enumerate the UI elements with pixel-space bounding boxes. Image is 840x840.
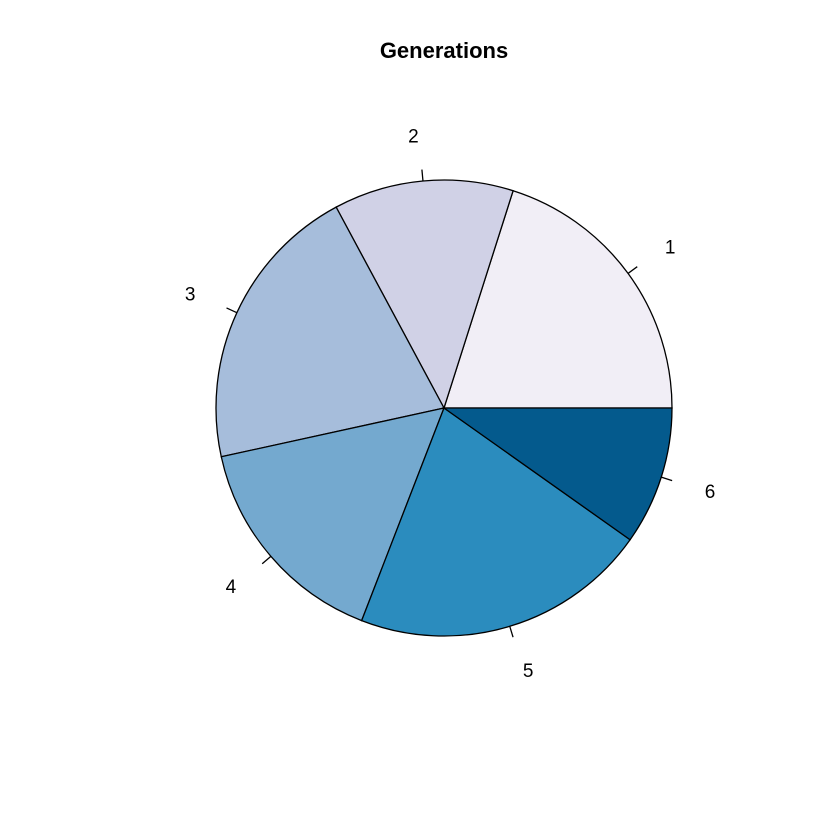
pie-slice-2 bbox=[335, 179, 514, 410]
pie-label-4: 4 bbox=[226, 577, 237, 598]
pie-slice-4 bbox=[220, 407, 446, 622]
pie-slice-3 bbox=[215, 206, 445, 458]
pie-label-2: 2 bbox=[408, 127, 419, 148]
pie-leader-6 bbox=[661, 476, 673, 482]
pie-label-3: 3 bbox=[185, 285, 196, 306]
pie-slice-1 bbox=[443, 189, 673, 409]
pie-leader-3 bbox=[226, 307, 238, 314]
pie-label-5: 5 bbox=[523, 661, 534, 682]
pie-leader-4 bbox=[261, 555, 272, 565]
pie-label-6: 6 bbox=[705, 482, 716, 503]
pie-leader-5 bbox=[509, 626, 514, 638]
pie-slice-6 bbox=[441, 407, 673, 541]
pie-label-1: 1 bbox=[665, 238, 676, 259]
pie-slices bbox=[215, 179, 673, 637]
pie-leader-1 bbox=[627, 266, 638, 274]
pie-leader-2 bbox=[421, 169, 424, 182]
pie-labels: 1 2 3 4 5 6 bbox=[185, 127, 715, 682]
chart-title: Generations bbox=[380, 38, 508, 63]
